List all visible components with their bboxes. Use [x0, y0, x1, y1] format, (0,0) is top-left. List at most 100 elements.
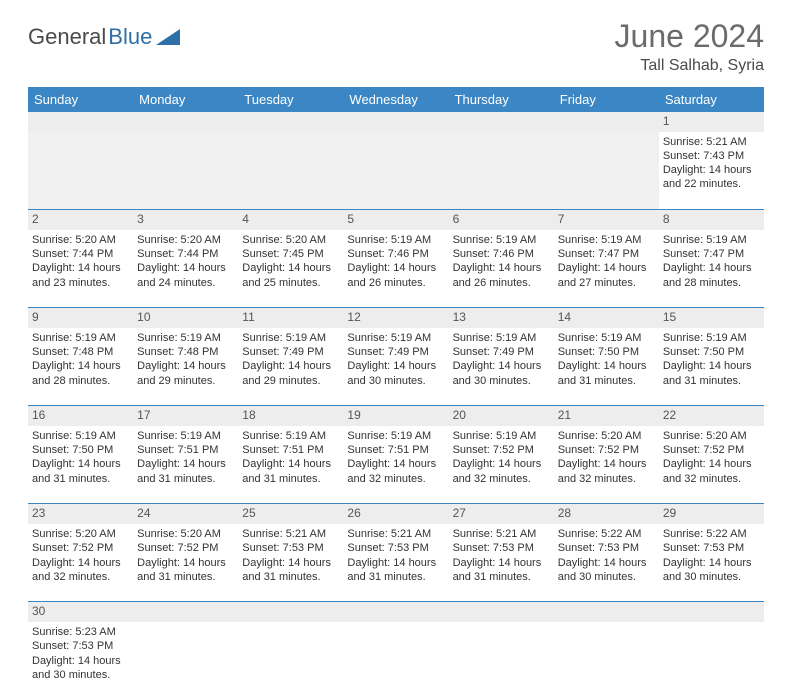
sunrise-text: Sunrise: 5:20 AM — [558, 429, 655, 443]
day-number-cell: 10 — [133, 308, 238, 328]
day-number-cell — [554, 112, 659, 132]
weekday-header: Wednesday — [343, 87, 448, 112]
sunrise-text: Sunrise: 5:22 AM — [558, 527, 655, 541]
daylight-text: Daylight: 14 hours and 32 minutes. — [347, 457, 444, 486]
day-cell: Sunrise: 5:19 AMSunset: 7:52 PMDaylight:… — [449, 426, 554, 504]
day-cell: Sunrise: 5:21 AMSunset: 7:53 PMDaylight:… — [238, 524, 343, 602]
day-cell: Sunrise: 5:19 AMSunset: 7:50 PMDaylight:… — [659, 328, 764, 406]
weekday-header: Tuesday — [238, 87, 343, 112]
day-cell: Sunrise: 5:19 AMSunset: 7:49 PMDaylight:… — [238, 328, 343, 406]
day-cell — [554, 132, 659, 210]
day-number-cell: 24 — [133, 504, 238, 524]
daylight-text: Daylight: 14 hours and 30 minutes. — [663, 556, 760, 585]
sunrise-text: Sunrise: 5:19 AM — [137, 331, 234, 345]
daylight-text: Daylight: 14 hours and 30 minutes. — [558, 556, 655, 585]
sunset-text: Sunset: 7:51 PM — [242, 443, 339, 457]
day-cell — [133, 132, 238, 210]
day-content-row: Sunrise: 5:23 AMSunset: 7:53 PMDaylight:… — [28, 622, 764, 700]
sunrise-text: Sunrise: 5:20 AM — [32, 233, 129, 247]
day-number-cell — [449, 112, 554, 132]
sunset-text: Sunset: 7:49 PM — [347, 345, 444, 359]
day-cell — [238, 132, 343, 210]
weekday-header: Saturday — [659, 87, 764, 112]
sunrise-text: Sunrise: 5:19 AM — [453, 233, 550, 247]
daylight-text: Daylight: 14 hours and 23 minutes. — [32, 261, 129, 290]
sunrise-text: Sunrise: 5:20 AM — [663, 429, 760, 443]
day-cell: Sunrise: 5:19 AMSunset: 7:49 PMDaylight:… — [449, 328, 554, 406]
daylight-text: Daylight: 14 hours and 25 minutes. — [242, 261, 339, 290]
day-cell: Sunrise: 5:19 AMSunset: 7:51 PMDaylight:… — [238, 426, 343, 504]
day-number-cell: 6 — [449, 210, 554, 230]
day-number-cell: 9 — [28, 308, 133, 328]
daylight-text: Daylight: 14 hours and 31 minutes. — [663, 359, 760, 388]
day-number-cell: 1 — [659, 112, 764, 132]
day-cell — [449, 132, 554, 210]
sunset-text: Sunset: 7:48 PM — [32, 345, 129, 359]
sunrise-text: Sunrise: 5:19 AM — [347, 233, 444, 247]
day-cell: Sunrise: 5:19 AMSunset: 7:49 PMDaylight:… — [343, 328, 448, 406]
day-cell — [133, 622, 238, 700]
sunset-text: Sunset: 7:49 PM — [453, 345, 550, 359]
title-block: June 2024 Tall Salhab, Syria — [615, 18, 764, 75]
sunset-text: Sunset: 7:53 PM — [558, 541, 655, 555]
day-number-row: 23242526272829 — [28, 504, 764, 524]
day-number-cell — [343, 602, 448, 622]
day-number-cell: 28 — [554, 504, 659, 524]
day-number-cell: 15 — [659, 308, 764, 328]
day-number-cell: 7 — [554, 210, 659, 230]
sunrise-text: Sunrise: 5:21 AM — [663, 135, 760, 149]
daylight-text: Daylight: 14 hours and 32 minutes. — [453, 457, 550, 486]
day-number-cell: 19 — [343, 406, 448, 426]
calendar-table: SundayMondayTuesdayWednesdayThursdayFrid… — [28, 87, 764, 700]
sunrise-text: Sunrise: 5:21 AM — [347, 527, 444, 541]
sunrise-text: Sunrise: 5:19 AM — [558, 233, 655, 247]
day-cell: Sunrise: 5:19 AMSunset: 7:51 PMDaylight:… — [343, 426, 448, 504]
logo: GeneralBlue — [28, 24, 182, 50]
day-cell: Sunrise: 5:19 AMSunset: 7:50 PMDaylight:… — [28, 426, 133, 504]
logo-text-blue: Blue — [108, 24, 152, 50]
day-cell: Sunrise: 5:19 AMSunset: 7:48 PMDaylight:… — [133, 328, 238, 406]
sunrise-text: Sunrise: 5:19 AM — [453, 331, 550, 345]
day-cell: Sunrise: 5:20 AMSunset: 7:52 PMDaylight:… — [659, 426, 764, 504]
sunset-text: Sunset: 7:44 PM — [137, 247, 234, 261]
day-cell — [28, 132, 133, 210]
sunset-text: Sunset: 7:50 PM — [663, 345, 760, 359]
day-number-cell: 2 — [28, 210, 133, 230]
sunrise-text: Sunrise: 5:20 AM — [32, 527, 129, 541]
weekday-header: Sunday — [28, 87, 133, 112]
day-cell: Sunrise: 5:20 AMSunset: 7:52 PMDaylight:… — [133, 524, 238, 602]
day-number-cell — [133, 112, 238, 132]
sunrise-text: Sunrise: 5:19 AM — [242, 429, 339, 443]
daylight-text: Daylight: 14 hours and 26 minutes. — [453, 261, 550, 290]
sunrise-text: Sunrise: 5:19 AM — [32, 429, 129, 443]
day-number-row: 2345678 — [28, 210, 764, 230]
sunset-text: Sunset: 7:46 PM — [347, 247, 444, 261]
sunrise-text: Sunrise: 5:19 AM — [663, 233, 760, 247]
weekday-header-row: SundayMondayTuesdayWednesdayThursdayFrid… — [28, 87, 764, 112]
daylight-text: Daylight: 14 hours and 28 minutes. — [663, 261, 760, 290]
day-number-row: 9101112131415 — [28, 308, 764, 328]
sunrise-text: Sunrise: 5:22 AM — [663, 527, 760, 541]
day-number-cell: 14 — [554, 308, 659, 328]
daylight-text: Daylight: 14 hours and 26 minutes. — [347, 261, 444, 290]
sunrise-text: Sunrise: 5:19 AM — [347, 331, 444, 345]
sunrise-text: Sunrise: 5:21 AM — [242, 527, 339, 541]
sunset-text: Sunset: 7:47 PM — [558, 247, 655, 261]
day-cell: Sunrise: 5:21 AMSunset: 7:53 PMDaylight:… — [449, 524, 554, 602]
sunset-text: Sunset: 7:52 PM — [558, 443, 655, 457]
location-label: Tall Salhab, Syria — [615, 57, 764, 75]
sunrise-text: Sunrise: 5:19 AM — [137, 429, 234, 443]
day-cell: Sunrise: 5:21 AMSunset: 7:43 PMDaylight:… — [659, 132, 764, 210]
weekday-header: Monday — [133, 87, 238, 112]
daylight-text: Daylight: 14 hours and 29 minutes. — [137, 359, 234, 388]
day-number-cell: 21 — [554, 406, 659, 426]
day-content-row: Sunrise: 5:20 AMSunset: 7:44 PMDaylight:… — [28, 230, 764, 308]
header: GeneralBlue June 2024 Tall Salhab, Syria — [28, 18, 764, 75]
day-number-cell: 26 — [343, 504, 448, 524]
daylight-text: Daylight: 14 hours and 32 minutes. — [558, 457, 655, 486]
daylight-text: Daylight: 14 hours and 24 minutes. — [137, 261, 234, 290]
day-number-cell: 23 — [28, 504, 133, 524]
day-cell: Sunrise: 5:19 AMSunset: 7:47 PMDaylight:… — [554, 230, 659, 308]
daylight-text: Daylight: 14 hours and 29 minutes. — [242, 359, 339, 388]
day-number-cell — [449, 602, 554, 622]
